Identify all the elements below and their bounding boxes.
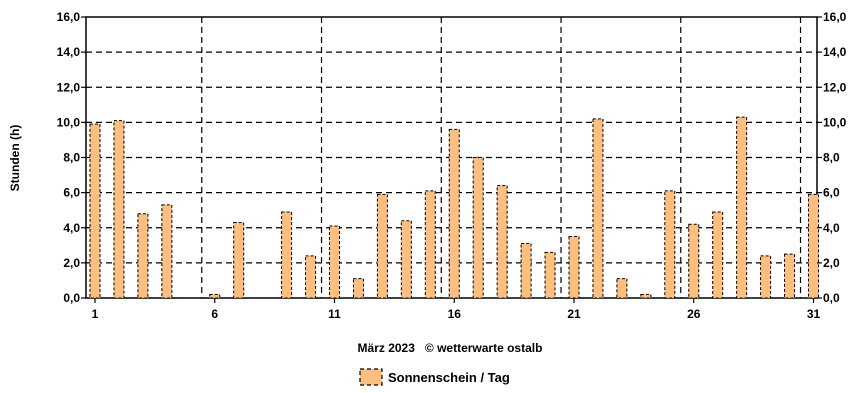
- y-tick-label-left-1: 2,0: [63, 256, 80, 270]
- y-tick-label-right-3: 6,0: [823, 186, 840, 200]
- bar-day-6: [209, 293, 221, 299]
- x-tick-label-2: 11: [328, 307, 341, 321]
- y-axis-title: Stunden (h): [8, 125, 22, 192]
- bar-day-3: [137, 213, 149, 299]
- bar-day-10: [305, 255, 317, 299]
- legend-swatch: [359, 368, 383, 386]
- bar-day-2: [113, 120, 125, 299]
- y-tick-label-right-7: 14,0: [823, 45, 847, 59]
- y-tick-label-left-8: 16,0: [57, 10, 81, 24]
- y-tick-label-right-1: 2,0: [823, 256, 840, 270]
- y-axis-left: 0,0 2,0 4,0 6,0 8,0 10,0 12,0 14,0 16,0: [57, 10, 86, 305]
- bar-day-12: [352, 278, 364, 299]
- bar-day-16: [448, 128, 460, 299]
- bar-day-26: [688, 223, 700, 299]
- bar-day-1: [89, 123, 101, 299]
- bars-group: [89, 116, 819, 299]
- bar-day-7: [233, 221, 245, 299]
- y-axis-right: 0,0 2,0 4,0 6,0 8,0 10,0 12,0 14,0 16,0: [817, 10, 847, 305]
- y-tick-label-right-2: 4,0: [823, 221, 840, 235]
- x-tick-label-0: 1: [92, 307, 99, 321]
- y-tick-label-left-2: 4,0: [63, 221, 80, 235]
- bar-day-31: [808, 193, 819, 299]
- bar-day-29: [760, 255, 772, 299]
- bar-day-25: [664, 190, 676, 299]
- x-tick-label-3: 16: [448, 307, 462, 321]
- bar-day-20: [544, 251, 556, 299]
- bar-day-22: [592, 118, 604, 299]
- bar-day-24: [640, 293, 652, 299]
- y-tick-label-left-3: 6,0: [63, 186, 80, 200]
- y-tick-label-right-0: 0,0: [823, 291, 840, 305]
- x-tick-label-1: 6: [211, 307, 218, 321]
- bar-day-9: [281, 211, 293, 299]
- bar-day-14: [400, 220, 412, 299]
- bar-day-27: [712, 211, 724, 299]
- y-tick-label-left-7: 14,0: [57, 45, 81, 59]
- x-tick-label-6: 31: [807, 307, 821, 321]
- y-tick-label-left-5: 10,0: [57, 115, 81, 129]
- bar-day-30: [784, 253, 796, 299]
- bar-day-23: [616, 278, 628, 299]
- y-tick-label-left-4: 8,0: [63, 151, 80, 165]
- legend-label: Sonnenschein / Tag: [388, 370, 510, 385]
- bar-day-13: [376, 193, 388, 299]
- bar-day-19: [520, 243, 532, 299]
- x-axis: 1 6 11 16 21 26 31: [92, 298, 821, 321]
- y-tick-label-left-0: 0,0: [63, 291, 80, 305]
- y-tick-label-right-6: 12,0: [823, 80, 847, 94]
- bar-day-15: [424, 190, 436, 299]
- y-tick-label-right-4: 8,0: [823, 151, 840, 165]
- x-tick-label-4: 21: [567, 307, 581, 321]
- bar-day-18: [496, 185, 508, 299]
- y-tick-label-left-6: 12,0: [57, 80, 81, 94]
- y-tick-label-right-5: 10,0: [823, 115, 847, 129]
- bar-day-17: [472, 157, 484, 299]
- bar-day-21: [568, 236, 580, 299]
- x-tick-label-5: 26: [687, 307, 701, 321]
- legend: Sonnenschein / Tag: [359, 368, 510, 386]
- bar-day-11: [329, 225, 340, 299]
- y-tick-label-right-8: 16,0: [823, 10, 847, 24]
- bar-day-28: [736, 116, 748, 299]
- x-axis-title: März 2023 © wetterwarte ostalb: [358, 341, 543, 355]
- bar-day-4: [161, 204, 173, 299]
